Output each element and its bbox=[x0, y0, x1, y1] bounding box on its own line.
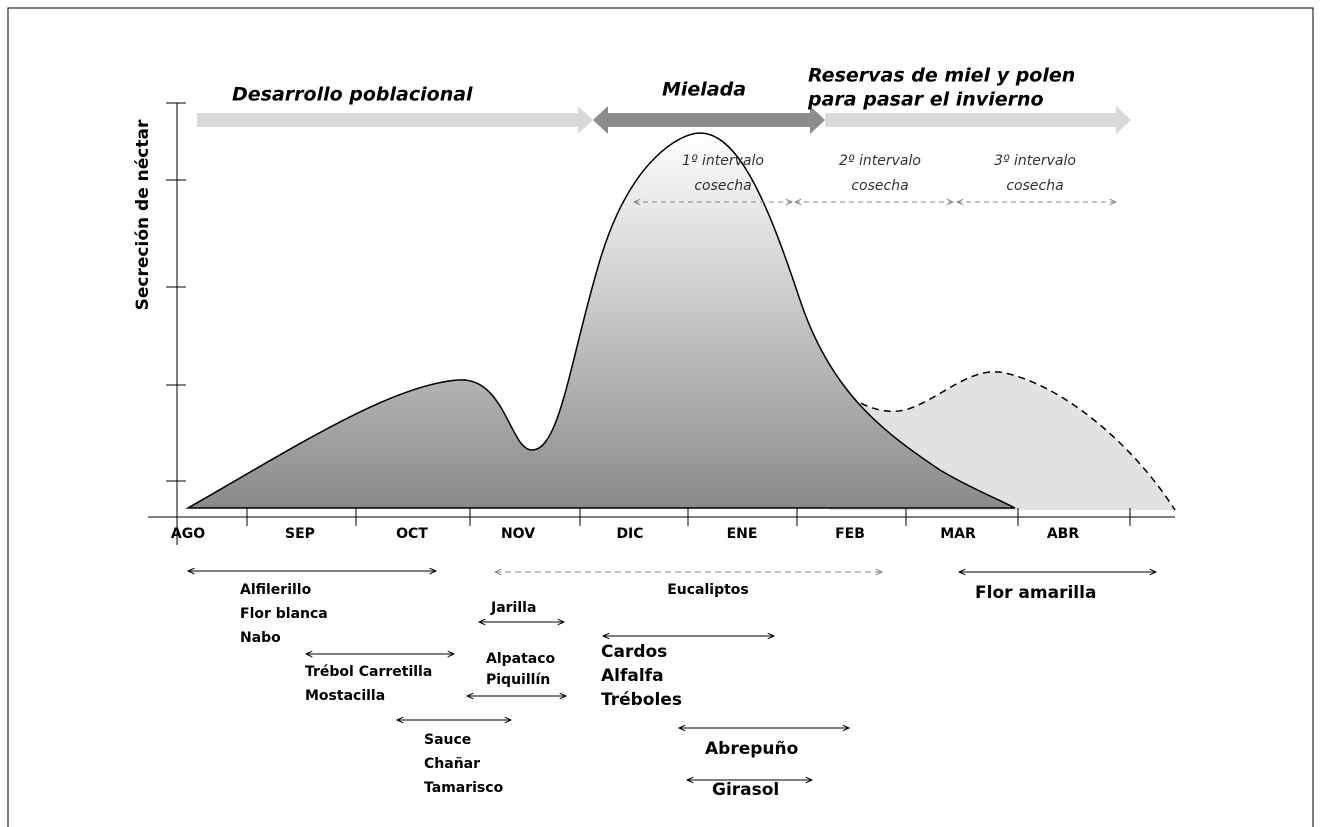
secondary-curve bbox=[829, 371, 1176, 511]
plant-label: Chañar bbox=[424, 756, 480, 772]
plant-label: Trébol Carretilla bbox=[305, 664, 432, 680]
month-label: ENE bbox=[727, 526, 758, 542]
main-curve bbox=[185, 132, 1016, 509]
month-label: SEP bbox=[285, 526, 315, 542]
month-label: FEB bbox=[835, 526, 865, 542]
plant-label: Eucaliptos bbox=[667, 582, 749, 598]
plant-label: Tamarisco bbox=[424, 780, 504, 796]
plant-label: Alfilerillo bbox=[240, 582, 312, 598]
plant-label: Cardos bbox=[601, 642, 667, 662]
interval-label: 1º intervalo bbox=[682, 153, 764, 169]
plant-label: Alpataco bbox=[486, 651, 556, 667]
plant-label: Sauce bbox=[424, 732, 471, 748]
phase-label: Desarrollo poblacional bbox=[232, 84, 473, 106]
phase-label: Mielada bbox=[662, 79, 746, 101]
plant-arrows bbox=[188, 571, 1156, 780]
interval-label: cosecha bbox=[851, 178, 908, 194]
plant-label: Nabo bbox=[240, 630, 281, 646]
phase-label: para pasar el invierno bbox=[807, 89, 1044, 111]
interval-label: cosecha bbox=[1006, 178, 1063, 194]
x-ticks bbox=[246, 508, 1131, 526]
interval-label: cosecha bbox=[694, 178, 751, 194]
plant-label: Mostacilla bbox=[305, 688, 385, 704]
month-label: DIC bbox=[616, 526, 643, 542]
plant-label: Flor blanca bbox=[240, 606, 328, 622]
interval-label: 3º intervalo bbox=[994, 153, 1076, 169]
month-label: NOV bbox=[501, 526, 535, 542]
month-label: OCT bbox=[396, 526, 428, 542]
plant-label: Alfalfa bbox=[601, 666, 664, 686]
month-label: AGO bbox=[171, 526, 205, 542]
plant-label: Piquillín bbox=[486, 672, 550, 688]
month-label: MAR bbox=[940, 526, 976, 542]
plant-label: Abrepuño bbox=[705, 739, 798, 759]
month-label: ABR bbox=[1047, 526, 1080, 542]
frame bbox=[7, 7, 1314, 827]
phase-label: Reservas de miel y polen bbox=[808, 65, 1075, 87]
plant-label: Tréboles bbox=[601, 690, 682, 710]
plant-label: Girasol bbox=[712, 780, 779, 800]
y-ticks bbox=[166, 102, 186, 482]
phase-arrow bbox=[825, 106, 1131, 134]
plant-label: Jarilla bbox=[490, 600, 536, 616]
interval-label: 2º intervalo bbox=[839, 153, 921, 169]
phase-arrow bbox=[197, 106, 593, 134]
phase-arrow bbox=[593, 106, 825, 134]
plant-label: Flor amarilla bbox=[975, 583, 1096, 603]
y-axis-label: Secreción de néctar bbox=[133, 119, 153, 310]
